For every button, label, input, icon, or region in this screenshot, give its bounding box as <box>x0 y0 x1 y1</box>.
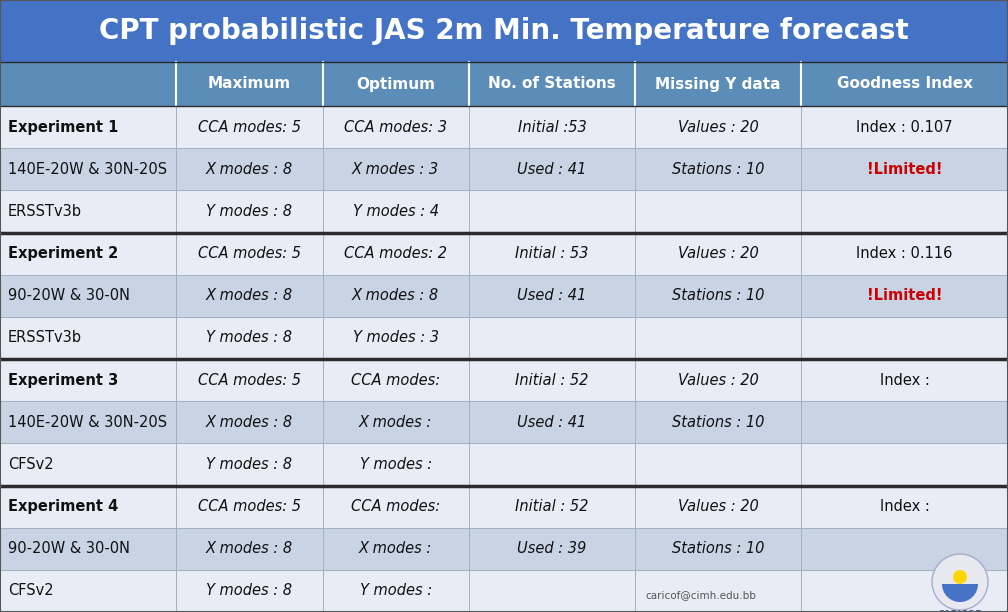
Text: Experiment 3: Experiment 3 <box>8 373 118 387</box>
Circle shape <box>953 570 967 584</box>
Text: !Limited!: !Limited! <box>867 288 942 304</box>
Text: Used : 41: Used : 41 <box>517 415 587 430</box>
Text: Initial : 53: Initial : 53 <box>515 246 589 261</box>
Text: Stations : 10: Stations : 10 <box>672 288 764 304</box>
Text: Y modes : 3: Y modes : 3 <box>353 330 438 345</box>
Bar <box>0 443 1008 485</box>
Text: Stations : 10: Stations : 10 <box>672 415 764 430</box>
Text: X modes : 8: X modes : 8 <box>206 541 293 556</box>
Text: Stations : 10: Stations : 10 <box>672 541 764 556</box>
Text: Maximum: Maximum <box>208 76 291 92</box>
Bar <box>0 401 1008 443</box>
Text: Optimum: Optimum <box>356 76 435 92</box>
Bar <box>0 233 1008 275</box>
Text: caricof@cimh.edu.bb: caricof@cimh.edu.bb <box>645 590 756 600</box>
Text: Values : 20: Values : 20 <box>677 119 759 135</box>
Text: Experiment 1: Experiment 1 <box>8 119 118 135</box>
Bar <box>0 359 1008 401</box>
Bar <box>0 0 1008 62</box>
Text: Stations : 10: Stations : 10 <box>672 162 764 177</box>
Text: 90-20W & 30-0N: 90-20W & 30-0N <box>8 541 130 556</box>
Text: Y modes :: Y modes : <box>360 583 431 599</box>
Text: Y modes : 8: Y modes : 8 <box>207 457 292 472</box>
Text: Index : 0.107: Index : 0.107 <box>857 119 953 135</box>
Text: CARICOF: CARICOF <box>937 610 982 612</box>
Bar <box>0 528 1008 570</box>
Text: Experiment 4: Experiment 4 <box>8 499 118 514</box>
Text: CCA modes: 5: CCA modes: 5 <box>198 246 301 261</box>
Bar <box>0 148 1008 190</box>
Text: Initial : 52: Initial : 52 <box>515 373 589 387</box>
Bar <box>0 317 1008 359</box>
Text: No. of Stations: No. of Stations <box>488 76 616 92</box>
Text: 90-20W & 30-0N: 90-20W & 30-0N <box>8 288 130 304</box>
Text: X modes : 8: X modes : 8 <box>206 162 293 177</box>
Text: CCA modes: 5: CCA modes: 5 <box>198 373 301 387</box>
Text: Y modes : 4: Y modes : 4 <box>353 204 438 219</box>
Text: X modes :: X modes : <box>359 541 432 556</box>
Text: Y modes : 8: Y modes : 8 <box>207 330 292 345</box>
Text: 140E-20W & 30N-20S: 140E-20W & 30N-20S <box>8 162 167 177</box>
Text: X modes : 8: X modes : 8 <box>206 288 293 304</box>
Text: Y modes : 8: Y modes : 8 <box>207 204 292 219</box>
Text: Missing Y data: Missing Y data <box>655 76 781 92</box>
Text: Y modes : 8: Y modes : 8 <box>207 583 292 599</box>
Text: 140E-20W & 30N-20S: 140E-20W & 30N-20S <box>8 415 167 430</box>
Bar <box>0 62 1008 106</box>
Text: CPT probabilistic JAS 2m Min. Temperature forecast: CPT probabilistic JAS 2m Min. Temperatur… <box>99 17 909 45</box>
Text: X modes : 8: X modes : 8 <box>206 415 293 430</box>
Text: CFSv2: CFSv2 <box>8 583 53 599</box>
Bar <box>0 190 1008 233</box>
Wedge shape <box>942 584 978 602</box>
Text: CCA modes: 5: CCA modes: 5 <box>198 499 301 514</box>
Bar <box>0 485 1008 528</box>
Bar <box>0 106 1008 148</box>
Text: Goodness Index: Goodness Index <box>837 76 973 92</box>
Text: ERSSTv3b: ERSSTv3b <box>8 330 82 345</box>
Circle shape <box>932 554 988 610</box>
Bar <box>0 275 1008 317</box>
Text: !Limited!: !Limited! <box>867 162 942 177</box>
Text: Y modes :: Y modes : <box>360 457 431 472</box>
Text: CCA modes: 3: CCA modes: 3 <box>344 119 448 135</box>
Text: CCA modes: 2: CCA modes: 2 <box>344 246 448 261</box>
Text: Index : 0.116: Index : 0.116 <box>857 246 953 261</box>
Text: ERSSTv3b: ERSSTv3b <box>8 204 82 219</box>
Text: Initial : 52: Initial : 52 <box>515 499 589 514</box>
Text: CCA modes: 5: CCA modes: 5 <box>198 119 301 135</box>
Text: Values : 20: Values : 20 <box>677 373 759 387</box>
Text: X modes : 8: X modes : 8 <box>352 288 439 304</box>
Text: Index :: Index : <box>880 499 929 514</box>
Text: X modes :: X modes : <box>359 415 432 430</box>
Text: Values : 20: Values : 20 <box>677 246 759 261</box>
Text: Index :: Index : <box>880 373 929 387</box>
Text: Used : 39: Used : 39 <box>517 541 587 556</box>
Bar <box>0 570 1008 612</box>
Text: X modes : 3: X modes : 3 <box>352 162 439 177</box>
Text: CCA modes:: CCA modes: <box>351 373 440 387</box>
Text: Used : 41: Used : 41 <box>517 288 587 304</box>
Text: Experiment 2: Experiment 2 <box>8 246 118 261</box>
Text: Used : 41: Used : 41 <box>517 162 587 177</box>
Text: CFSv2: CFSv2 <box>8 457 53 472</box>
Text: Initial :53: Initial :53 <box>517 119 587 135</box>
Text: CCA modes:: CCA modes: <box>351 499 440 514</box>
Text: Values : 20: Values : 20 <box>677 499 759 514</box>
